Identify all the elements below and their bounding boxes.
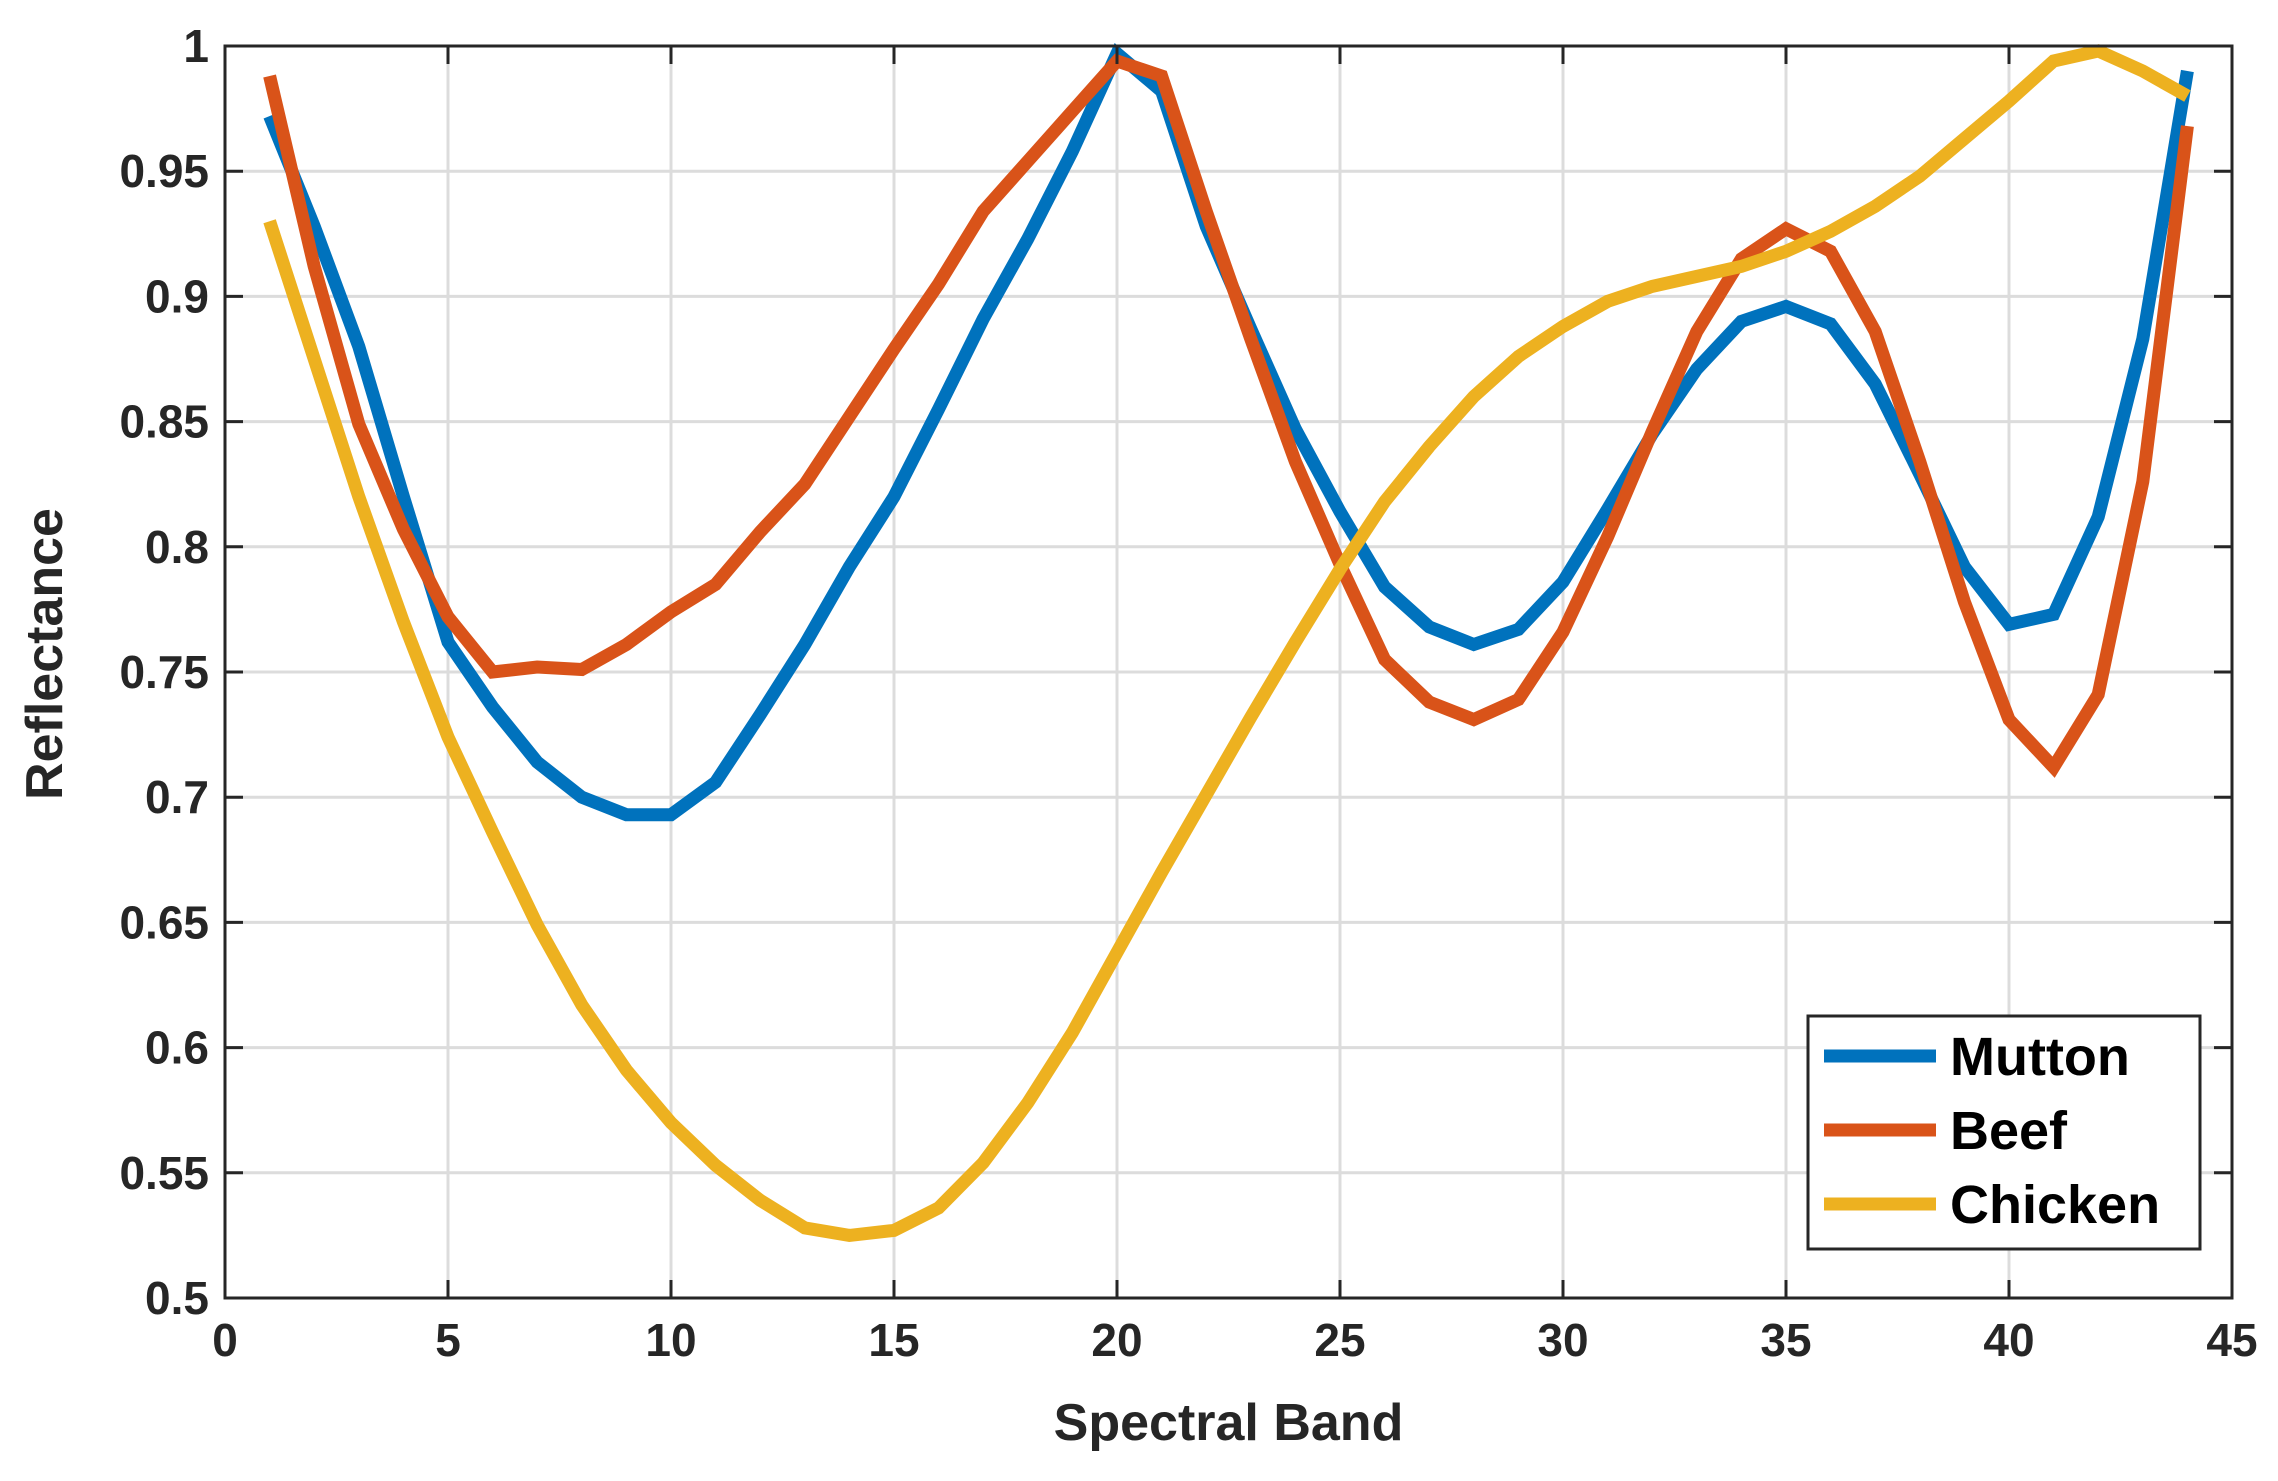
legend-label-chicken: Chicken — [1950, 1175, 2160, 1235]
y-tick-label: 1 — [183, 20, 209, 72]
x-tick-label: 40 — [1983, 1314, 2034, 1366]
series-line-beef — [263, 53, 2194, 778]
x-tick-label: 35 — [1760, 1314, 1811, 1366]
x-axis-label: Spectral Band — [1054, 1394, 1404, 1452]
y-tick-label: 0.55 — [119, 1147, 209, 1199]
x-tick-label: 0 — [212, 1314, 238, 1366]
series-line-chicken — [263, 44, 2191, 1242]
x-tick-label: 15 — [868, 1314, 919, 1366]
y-tick-label: 0.8 — [145, 521, 209, 573]
x-tick-label: 45 — [2206, 1314, 2257, 1366]
x-tick-label: 5 — [435, 1314, 461, 1366]
y-tick-label: 0.85 — [119, 396, 209, 448]
y-axis-label: Reflectance — [16, 508, 74, 800]
y-tick-label: 0.9 — [145, 270, 209, 322]
x-tick-label: 25 — [1314, 1314, 1365, 1366]
grid — [225, 46, 2232, 1298]
y-tick-label: 0.75 — [119, 646, 209, 698]
series-line-mutton — [263, 43, 2194, 822]
x-tick-label: 20 — [1091, 1314, 1142, 1366]
y-tick-label: 0.95 — [119, 145, 209, 197]
legend-label-beef: Beef — [1950, 1101, 2068, 1161]
x-tick-label: 30 — [1537, 1314, 1588, 1366]
y-tick-label: 0.65 — [119, 896, 209, 948]
y-tick-label: 0.7 — [145, 771, 209, 823]
legend-label-mutton: Mutton — [1950, 1027, 2130, 1087]
ticks: 0 5 10 15 20 25 30 35 40 45 0.5 0.55 0.6 0.65 0.7 0.75 0… — [119, 20, 2257, 1366]
y-tick-label: 0.6 — [145, 1022, 209, 1074]
legend: Mutton Beef Chicken — [1806, 1014, 2202, 1251]
x-tick-label: 10 — [645, 1314, 696, 1366]
plot-area — [263, 43, 2194, 1242]
y-tick-label: 0.5 — [145, 1272, 209, 1324]
